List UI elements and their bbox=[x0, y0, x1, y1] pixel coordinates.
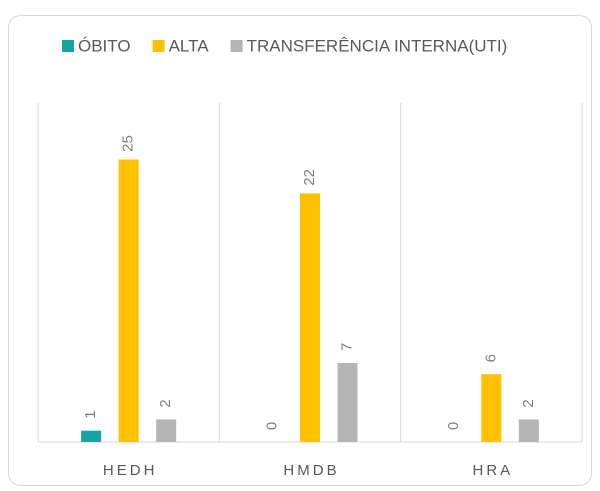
data-label: 22 bbox=[301, 169, 318, 186]
data-label: 6 bbox=[482, 354, 499, 362]
bar bbox=[81, 430, 102, 442]
bar bbox=[481, 374, 502, 442]
data-label: 2 bbox=[157, 399, 174, 407]
bar bbox=[300, 193, 320, 442]
bar bbox=[337, 362, 358, 442]
legend-swatch bbox=[230, 40, 243, 52]
data-label: 0 bbox=[263, 422, 280, 430]
legend-label: ALTA bbox=[169, 36, 210, 55]
legend-swatch bbox=[152, 40, 165, 52]
x-tick-label: HRA bbox=[472, 462, 513, 479]
data-label: 0 bbox=[445, 422, 462, 430]
bar bbox=[156, 419, 177, 442]
data-label: 1 bbox=[82, 411, 99, 419]
legend-swatch bbox=[62, 40, 74, 52]
data-label: 7 bbox=[338, 343, 355, 351]
legend-label: TRANSFERÊNCIA INTERNA(UTI) bbox=[247, 36, 508, 55]
x-tick-label: HEDH bbox=[103, 462, 158, 479]
legend-label: ÓBITO bbox=[78, 36, 131, 55]
x-tick-label: HMDB bbox=[283, 462, 339, 479]
bar bbox=[518, 419, 539, 442]
data-label: 2 bbox=[520, 399, 537, 407]
bar bbox=[118, 159, 139, 442]
data-label: 25 bbox=[120, 135, 137, 152]
